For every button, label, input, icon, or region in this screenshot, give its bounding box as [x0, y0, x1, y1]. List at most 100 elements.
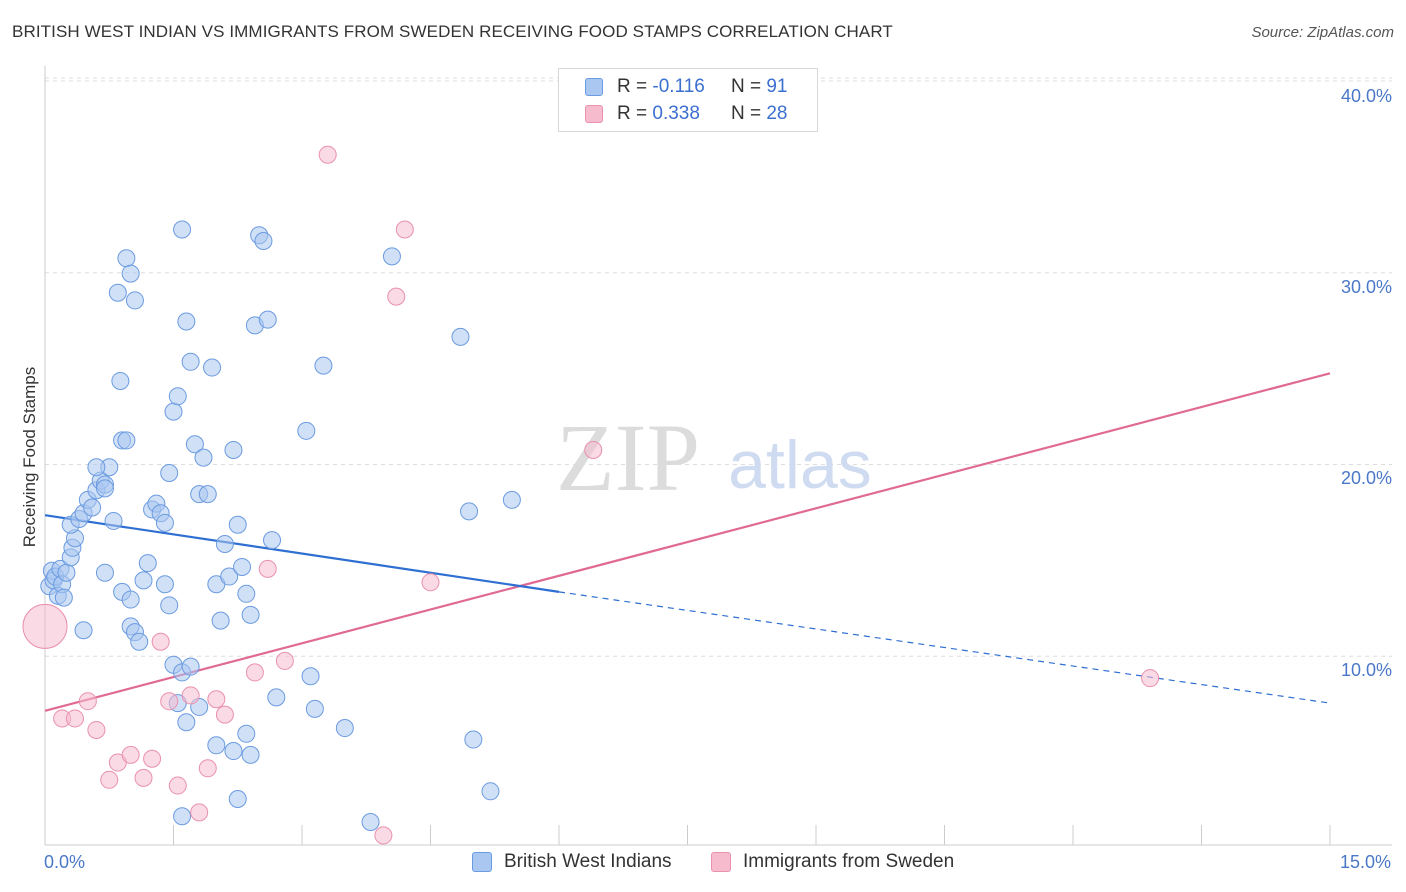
data-point-british-west-indian: [207, 736, 226, 755]
bottom-legend-pink: Immigrants from Sweden: [711, 851, 954, 873]
data-point-british-west-indian: [258, 310, 277, 329]
data-point-british-west-indian: [168, 387, 187, 406]
data-point-immigrants-sweden: [245, 663, 264, 682]
data-point-immigrants-sweden: [168, 776, 187, 795]
y-tick-label: 40.0%: [1340, 86, 1392, 106]
data-point-british-west-indian: [361, 812, 380, 831]
data-point-immigrants-sweden: [143, 749, 162, 768]
data-point-immigrants-sweden: [181, 686, 200, 705]
axis-layer: [44, 66, 1392, 846]
data-point-immigrants-sweden: [65, 709, 84, 728]
data-point-british-west-indian: [502, 490, 521, 509]
data-point-british-west-indian: [155, 575, 174, 594]
data-point-british-west-indian: [108, 283, 127, 302]
data-point-immigrants-sweden: [151, 632, 170, 651]
data-point-british-west-indian: [117, 249, 136, 268]
data-point-british-west-indian: [241, 745, 260, 764]
trend-layer: [44, 372, 1331, 712]
points-layer: [22, 145, 1160, 845]
data-point-immigrants-sweden: [275, 651, 294, 670]
y-tick-label: 30.0%: [1340, 277, 1392, 297]
data-point-immigrants-sweden: [121, 745, 140, 764]
data-point-british-west-indian: [237, 724, 256, 743]
data-point-british-west-indian: [185, 435, 204, 454]
legend-row-blue: R = -0.116 N = 91: [585, 74, 787, 100]
legend-r-value: -0.116: [652, 76, 705, 97]
data-point-british-west-indian: [254, 231, 273, 250]
data-point-british-west-indian: [203, 358, 222, 377]
data-point-british-west-indian: [460, 502, 479, 521]
watermark-zip: ZIP: [556, 404, 700, 511]
trendline-british-west-indian-extension: [558, 591, 1331, 704]
data-point-british-west-indian: [138, 554, 157, 573]
data-point-immigrants-sweden: [1141, 669, 1160, 688]
legend-series-name: Immigrants from Sweden: [743, 851, 955, 872]
data-point-british-west-indian: [305, 699, 324, 718]
data-point-british-west-indian: [464, 730, 483, 749]
legend-r-label: R =: [617, 103, 648, 124]
data-point-british-west-indian: [267, 688, 286, 707]
data-point-immigrants-sweden: [258, 559, 277, 578]
data-point-british-west-indian: [87, 458, 106, 477]
data-point-british-west-indian: [95, 479, 114, 498]
data-point-british-west-indian: [241, 605, 260, 624]
data-point-british-west-indian: [314, 356, 333, 375]
x-tick-label: 15.0%: [1340, 852, 1392, 872]
data-point-british-west-indian: [177, 312, 196, 331]
data-point-british-west-indian: [95, 563, 114, 582]
data-point-british-west-indian: [164, 402, 183, 421]
data-point-immigrants-sweden: [421, 573, 440, 592]
data-point-british-west-indian: [155, 513, 174, 532]
data-point-immigrants-sweden: [160, 692, 179, 711]
data-point-immigrants-sweden: [78, 692, 97, 711]
legend-r-label: R =: [617, 76, 648, 97]
legend-swatch-pink: [711, 852, 731, 872]
legend-n-label: N =: [730, 76, 762, 97]
data-point-immigrants-sweden: [87, 720, 106, 739]
data-point-british-west-indian: [451, 327, 470, 346]
y-tick-label: 10.0%: [1340, 660, 1392, 680]
data-point-british-west-indian: [233, 557, 252, 576]
data-point-british-west-indian: [160, 596, 179, 615]
legend-series-name: British West Indians: [504, 851, 672, 872]
data-point-british-west-indian: [198, 485, 217, 504]
trendline-british-west-indian: [44, 514, 560, 593]
data-point-british-west-indian: [181, 352, 200, 371]
data-point-british-west-indian: [125, 291, 144, 310]
trendline-immigrants-sweden: [44, 372, 1331, 712]
x-tick-label: 0.0%: [44, 852, 86, 872]
data-point-immigrants-sweden: [198, 759, 217, 778]
data-point-immigrants-sweden: [584, 440, 603, 459]
data-point-immigrants-sweden: [387, 287, 406, 306]
data-point-british-west-indian: [173, 807, 192, 826]
data-point-british-west-indian: [111, 371, 130, 390]
data-point-immigrants-sweden: [395, 220, 414, 239]
legend-n-label: N =: [730, 103, 762, 124]
data-point-british-west-indian: [121, 264, 140, 283]
data-point-british-west-indian: [263, 531, 282, 550]
data-point-british-west-indian: [382, 247, 401, 266]
data-point-british-west-indian: [181, 657, 200, 676]
data-point-british-west-indian: [130, 632, 149, 651]
data-point-british-west-indian: [220, 567, 239, 586]
data-point-british-west-indian: [481, 782, 500, 801]
data-point-british-west-indian: [57, 563, 76, 582]
data-point-british-west-indian: [237, 584, 256, 603]
data-point-immigrants-sweden: [100, 770, 119, 789]
data-point-british-west-indian: [54, 588, 73, 607]
data-point-british-west-indian: [134, 571, 153, 590]
legend-swatch-blue: [472, 852, 492, 872]
data-point-british-west-indian: [83, 498, 102, 517]
data-point-british-west-indian: [301, 667, 320, 686]
data-point-british-west-indian: [224, 742, 243, 761]
legend-r-value: 0.338: [652, 103, 700, 124]
chart-title: BRITISH WEST INDIAN VS IMMIGRANTS FROM S…: [12, 22, 893, 41]
bottom-legend-blue: British West Indians: [472, 851, 672, 873]
data-point-immigrants-sweden: [207, 690, 226, 709]
data-point-immigrants-sweden: [190, 803, 209, 822]
correlation-legend: R = -0.116 N = 91 R = 0.338 N = 28: [558, 68, 818, 132]
data-point-british-west-indian: [228, 789, 247, 808]
y-axis-label: Receiving Food Stamps: [20, 366, 39, 548]
data-point-immigrants-sweden: [318, 145, 337, 164]
